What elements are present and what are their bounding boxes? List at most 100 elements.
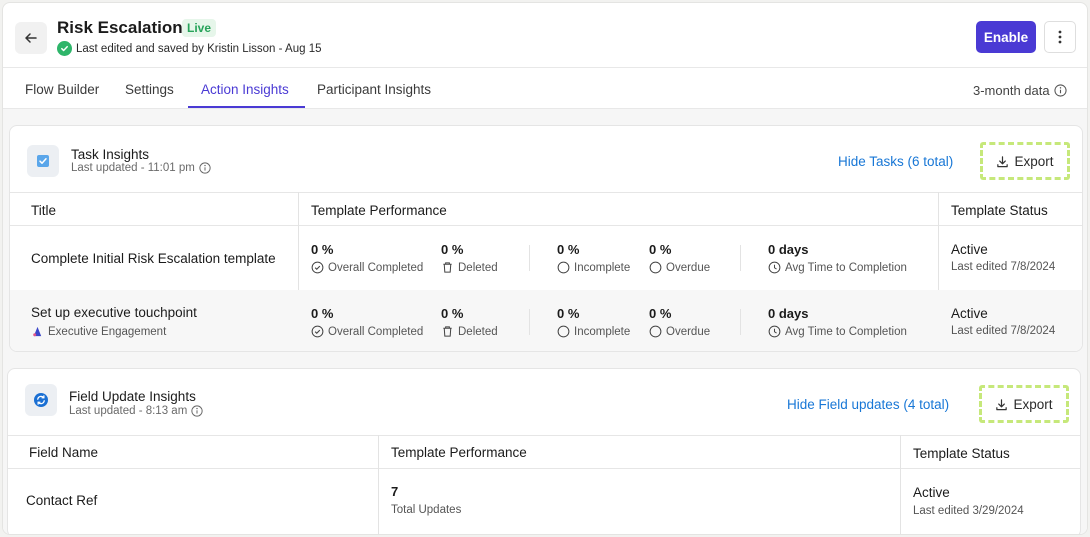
check-circle-icon <box>57 41 72 56</box>
hide-field-updates-link[interactable]: Hide Field updates (4 total) <box>787 397 950 412</box>
task-title: Set up executive touchpoint <box>31 305 197 320</box>
status-badge: Live <box>182 19 217 37</box>
task-updated-text: Last updated - 11:01 pm <box>71 162 195 174</box>
field-name: Contact Ref <box>26 493 98 508</box>
metric-value: 0 % <box>557 306 580 321</box>
status-subtext: Last edited 7/8/2024 <box>951 261 1056 273</box>
tab-settings[interactable]: Settings <box>125 82 174 97</box>
tab-participant-insights[interactable]: Participant Insights <box>317 82 432 97</box>
checkbox-icon <box>27 145 59 177</box>
back-button[interactable] <box>15 22 47 54</box>
task-header-divider <box>10 192 1082 193</box>
column-header-performance: Template Performance <box>391 445 527 460</box>
header-divider <box>3 67 1087 68</box>
info-icon[interactable] <box>199 162 211 174</box>
period-label: 3-month data <box>973 83 1067 98</box>
tab-action-insights[interactable]: Action Insights <box>201 82 289 97</box>
status-value: Active <box>913 485 950 500</box>
kebab-menu-icon <box>1058 30 1062 44</box>
active-tab-indicator <box>188 106 305 108</box>
task-title: Complete Initial Risk Escalation templat… <box>31 251 276 266</box>
task-tag-text: Executive Engagement <box>48 325 167 338</box>
empty-circle-icon <box>557 325 570 338</box>
metric-divider <box>529 245 530 271</box>
metric-label-text: Overdue <box>666 325 711 338</box>
download-icon <box>997 155 1009 167</box>
metric-value: 0 % <box>311 306 334 321</box>
metric-label: Avg Time to Completion <box>768 261 907 274</box>
export-label: Export <box>1014 153 1054 169</box>
metric-value: 0 % <box>649 242 672 257</box>
task-export-button[interactable]: Export <box>980 142 1070 180</box>
check-circle-outline-icon <box>311 325 324 338</box>
more-options-button[interactable] <box>1044 21 1076 53</box>
clock-icon <box>768 325 781 338</box>
metric-divider <box>529 309 530 335</box>
metric-value: 0 days <box>768 242 809 257</box>
metric-label-text: Incomplete <box>574 325 631 338</box>
metric-label-text: Overall Completed <box>328 325 424 338</box>
metric-label: Overall Completed <box>311 325 423 338</box>
field-update-insights-card: Field Update Insights Last updated - 8:1… <box>7 368 1081 534</box>
empty-circle-icon <box>649 325 662 338</box>
check-circle-outline-icon <box>311 261 324 274</box>
column-header-status: Template Status <box>913 446 1010 461</box>
status-value: Active <box>951 306 988 321</box>
metric-value: 0 % <box>649 306 672 321</box>
metric-label-text: Overdue <box>666 261 711 274</box>
column-divider <box>298 192 299 351</box>
metric-divider <box>740 245 741 271</box>
table-row-background <box>10 290 1082 351</box>
metric-value: 0 % <box>441 306 464 321</box>
enable-button[interactable]: Enable <box>976 21 1036 53</box>
metric-label-text: Avg Time to Completion <box>785 325 907 338</box>
saved-info: Last edited and saved by Kristin Lisson … <box>57 41 322 56</box>
metric-label-text: Incomplete <box>574 261 631 274</box>
column-header-field-name: Field Name <box>29 445 99 460</box>
task-insights-title: Task Insights <box>71 147 150 162</box>
arrow-left-icon <box>25 33 37 43</box>
period-text: 3-month data <box>973 83 1050 98</box>
field-export-button[interactable]: Export <box>979 385 1069 423</box>
column-divider <box>938 192 939 351</box>
info-icon[interactable] <box>191 405 203 417</box>
hide-tasks-link[interactable]: Hide Tasks (6 total) <box>838 154 954 169</box>
info-icon[interactable] <box>1054 84 1067 97</box>
saved-text: Last edited and saved by Kristin Lisson … <box>76 42 322 55</box>
metric-value: 0 days <box>768 306 809 321</box>
metric-label: Deleted <box>441 325 498 338</box>
page-title: Risk Escalation <box>57 18 183 37</box>
trash-icon <box>443 262 452 273</box>
metric-label-text: Avg Time to Completion <box>785 261 907 274</box>
metric-label-text: Overall Completed <box>328 261 424 274</box>
column-divider <box>378 435 379 534</box>
column-header-divider <box>8 468 1080 469</box>
export-label: Export <box>1013 396 1053 412</box>
status-subtext: Last edited 3/29/2024 <box>913 505 1024 517</box>
task-insights-card: Task Insights Last updated - 11:01 pm Hi… <box>9 125 1083 352</box>
status-value: Active <box>951 242 988 257</box>
metric-label: Deleted <box>441 261 498 274</box>
metric-divider <box>740 309 741 335</box>
column-header-divider <box>10 225 1082 226</box>
metric-label: Total Updates <box>391 504 462 516</box>
metric-label-text: Deleted <box>458 261 498 274</box>
tab-flow-builder[interactable]: Flow Builder <box>25 82 100 97</box>
status-subtext: Last edited 7/8/2024 <box>951 325 1056 337</box>
metric-label: Overdue <box>649 261 710 274</box>
download-icon <box>996 398 1008 410</box>
empty-circle-icon <box>649 261 662 274</box>
metric-label: Overdue <box>649 325 710 338</box>
engagement-icon <box>33 326 42 337</box>
metric-label: Incomplete <box>557 325 630 338</box>
metric-label-text: Deleted <box>458 325 498 338</box>
metric-label: Incomplete <box>557 261 630 274</box>
column-header-performance: Template Performance <box>311 203 447 218</box>
task-tag: Executive Engagement <box>31 325 166 338</box>
metric-value: 0 % <box>441 242 464 257</box>
metric-label: Overall Completed <box>311 261 423 274</box>
trash-icon <box>443 326 452 337</box>
field-header-divider <box>8 435 1080 436</box>
sync-icon <box>25 384 57 416</box>
clock-icon <box>768 261 781 274</box>
